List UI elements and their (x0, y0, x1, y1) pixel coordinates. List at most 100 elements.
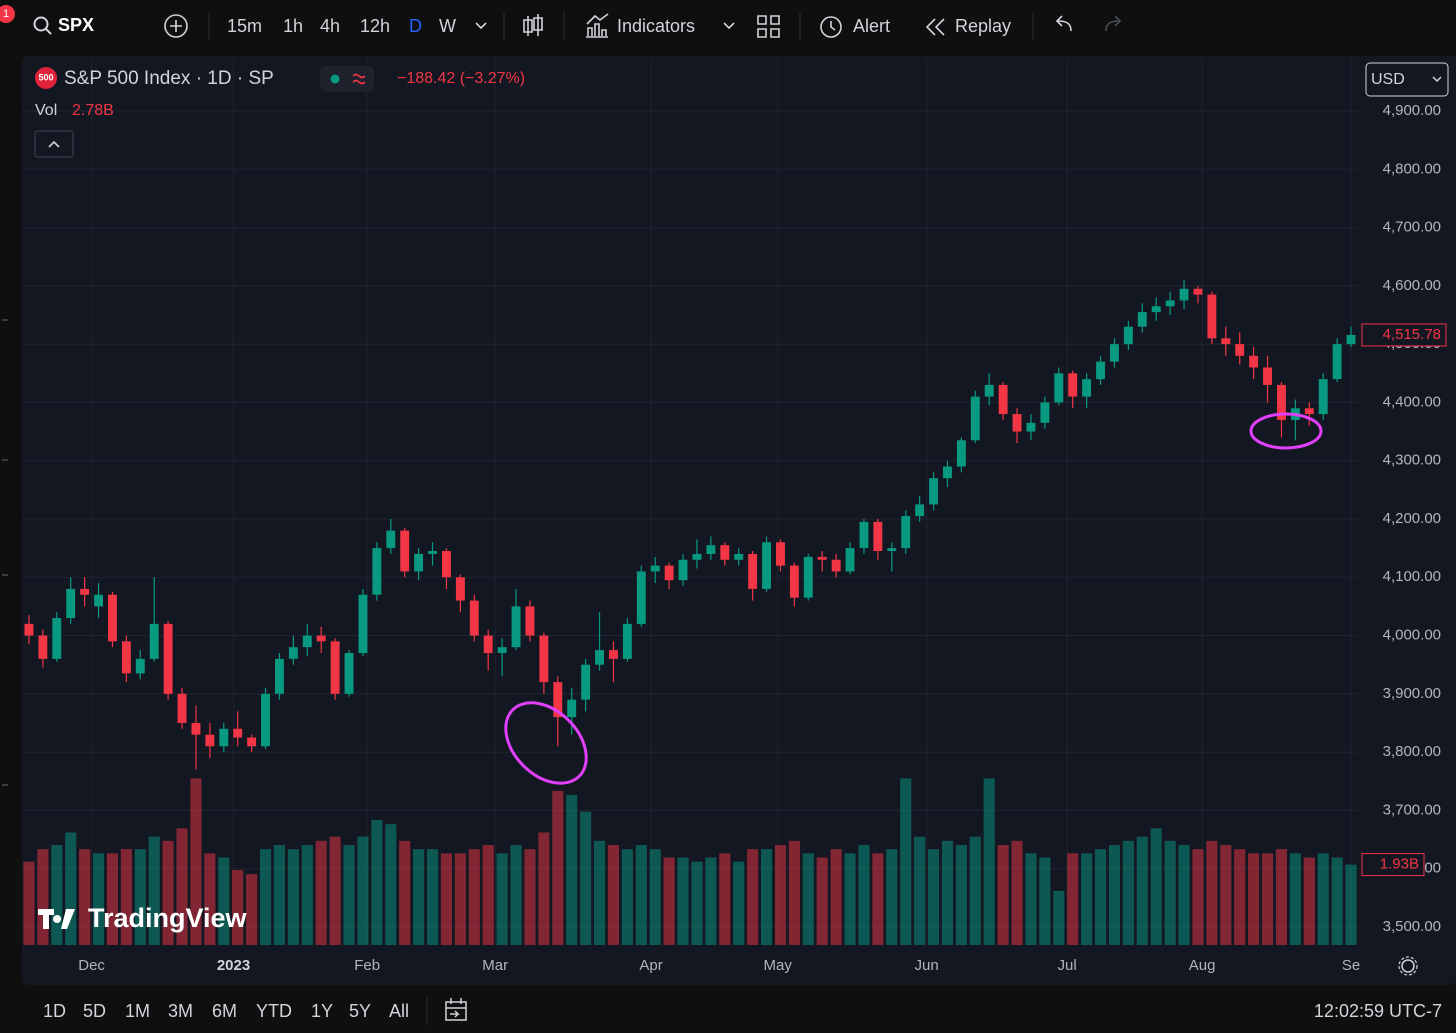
candle-body (636, 571, 646, 624)
candle-body (149, 623, 159, 659)
collapse-button[interactable] (34, 130, 74, 158)
volume-bar (1108, 845, 1121, 945)
volume-bar (1331, 857, 1343, 945)
left-strip (0, 52, 20, 985)
volume-bar (357, 836, 369, 945)
volume-bar (120, 849, 132, 945)
range-button[interactable]: YTD (256, 1001, 292, 1021)
interval-active[interactable]: D (409, 16, 422, 36)
interval[interactable]: 12h (360, 16, 390, 36)
candle-body (762, 542, 771, 589)
volume-bar (343, 845, 355, 945)
undo[interactable] (1055, 15, 1072, 32)
candle-body (901, 516, 911, 549)
y-tick-label: 4,100.00 (1383, 568, 1441, 585)
candle-body (734, 553, 744, 560)
candle-body (622, 623, 632, 659)
range-button[interactable]: 3M (168, 1001, 193, 1021)
layouts-icon[interactable] (757, 15, 780, 38)
alert-button[interactable]: Alert (853, 16, 890, 36)
chart-type-icon[interactable] (523, 14, 543, 36)
volume-bar (1206, 840, 1218, 945)
left-strip-bg (0, 52, 20, 985)
volume-bar (872, 853, 884, 945)
volume-bar (1317, 853, 1329, 945)
candle-body (219, 728, 229, 747)
highlight-ellipse (1249, 412, 1323, 450)
interval[interactable]: 4h (320, 16, 340, 36)
volume-bar (802, 853, 814, 945)
candle-body (929, 478, 938, 505)
y-tick-label: 4,600.00 (1383, 277, 1441, 294)
volume-bar (259, 849, 272, 945)
currency-button[interactable] (1365, 62, 1449, 97)
volume-bar (1303, 857, 1315, 945)
notification-badge (0, 5, 15, 23)
go-to-date[interactable] (445, 998, 467, 1021)
candle-body (38, 635, 48, 659)
settings-icon[interactable] (1401, 959, 1415, 973)
volume-bar (524, 849, 536, 945)
volume-bar (454, 853, 466, 945)
interval-menu[interactable] (475, 22, 487, 30)
status-pill[interactable] (320, 66, 374, 92)
volume-bar (273, 845, 286, 945)
candle-body (706, 545, 716, 554)
volume-bar (1220, 845, 1232, 945)
add-symbol-plus (170, 20, 182, 32)
toolbar: 1 SPX 15m 1h 4h 12h D W Indicators Alert… (0, 5, 1122, 40)
volume-bar (719, 853, 731, 945)
indicators-button[interactable]: Indicators (617, 16, 695, 36)
volume-bar (1289, 853, 1301, 945)
add-symbol[interactable] (164, 14, 188, 38)
y-tick-label: 4,000.00 (1383, 627, 1441, 644)
highlight-ellipse (504, 701, 588, 785)
search-icon[interactable] (33, 16, 49, 32)
volume-bar (886, 849, 898, 945)
candle-body (1221, 338, 1231, 345)
interval[interactable]: W (439, 16, 456, 36)
x-tick-label: Mar (482, 957, 508, 974)
time-axis: Dec 2023 Feb Mar Apr May Jun Jul Aug Se (78, 957, 1360, 974)
y-tick-label: 4,300.00 (1383, 452, 1441, 469)
y-tick-label: 4,900.00 (1383, 102, 1441, 119)
volume-bar (552, 790, 564, 945)
volume-bar (1025, 853, 1037, 945)
volume-bar (914, 836, 926, 945)
settings-icon-ring (1398, 956, 1418, 976)
range-button[interactable]: 1Y (311, 1001, 333, 1021)
volume-bar (148, 836, 160, 945)
bottom-bar: 1D 5D 1M 3M 6M YTD 1Y 5Y All 12:02:59 UT… (43, 997, 1442, 1025)
candle-body (414, 553, 424, 572)
range-button[interactable]: 6M (212, 1001, 237, 1021)
candle-body (984, 384, 994, 397)
range-button[interactable]: 5D (83, 1001, 106, 1021)
volume-bar (649, 849, 661, 945)
candle-body (275, 658, 284, 694)
symbol-logo-text: 500 (38, 72, 53, 82)
alert-icon (820, 16, 842, 38)
candle-body (1179, 288, 1189, 301)
candle-body (94, 594, 103, 607)
last-volume-tag (1361, 853, 1425, 877)
candle-body (316, 635, 326, 642)
volume-bar (691, 861, 703, 945)
range-button[interactable]: All (389, 1001, 409, 1021)
range-button[interactable]: 1D (43, 1001, 66, 1021)
y-tick-label: 3,900.00 (1383, 685, 1441, 702)
range-button[interactable]: 5Y (349, 1001, 371, 1021)
indicators-menu[interactable] (723, 22, 735, 30)
interval[interactable]: 1h (283, 16, 303, 36)
range-button[interactable]: 1M (125, 1001, 150, 1021)
candle-body (247, 737, 257, 747)
replay-button[interactable]: Replay (955, 16, 1011, 36)
candle-body (386, 530, 396, 549)
volume-bar (510, 845, 522, 945)
volume-bar (927, 849, 940, 945)
interval[interactable]: 15m (227, 16, 262, 36)
redo[interactable] (1105, 15, 1122, 32)
symbol[interactable]: SPX (58, 15, 94, 35)
candle-body (525, 606, 535, 636)
candle-body (650, 565, 660, 572)
y-tick-label: 3,700.00 (1383, 801, 1441, 818)
